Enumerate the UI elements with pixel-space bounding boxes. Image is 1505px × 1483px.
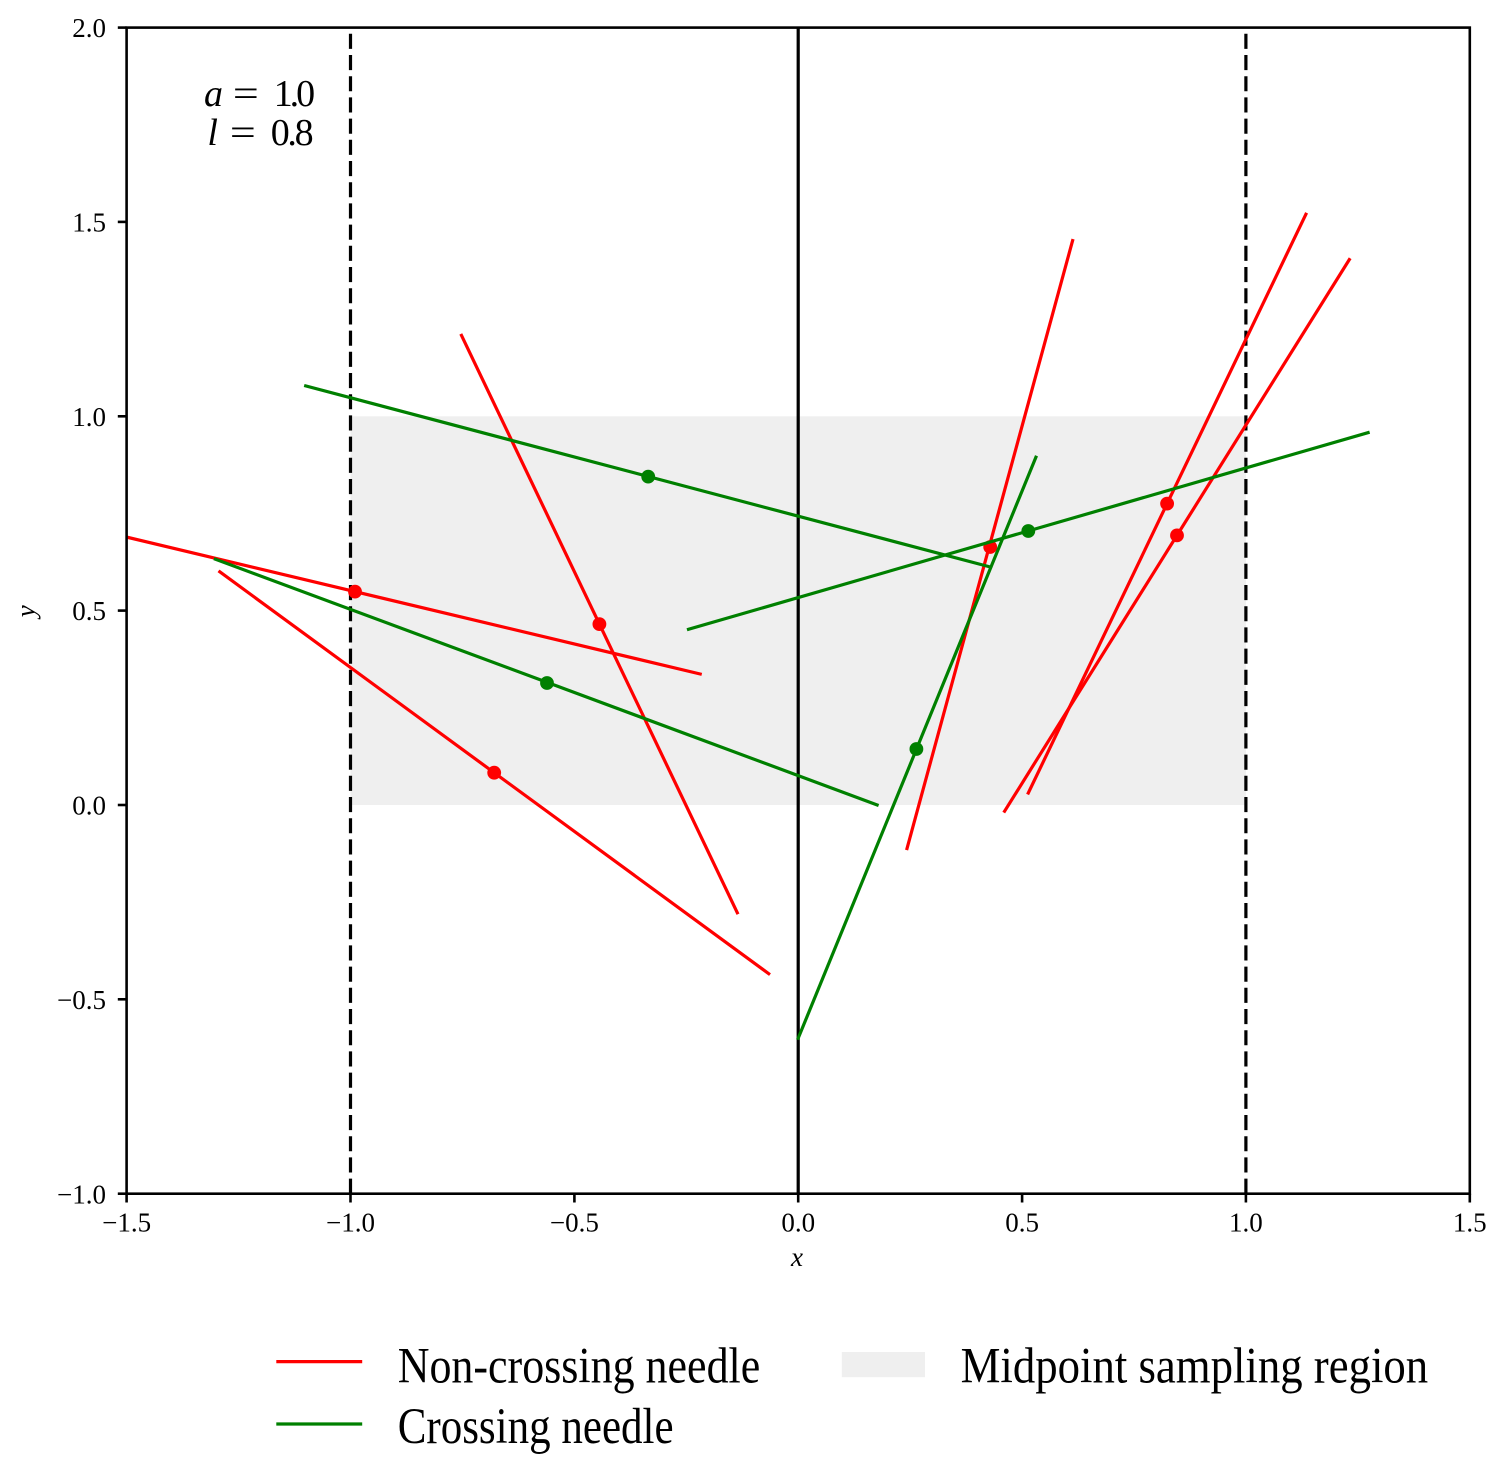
- svg-text:0.5: 0.5: [72, 596, 106, 626]
- svg-text:x: x: [790, 1242, 803, 1272]
- svg-text:y: y: [11, 605, 41, 620]
- svg-text:−1.0: −1.0: [326, 1208, 375, 1238]
- svg-text:0.0: 0.0: [781, 1208, 815, 1238]
- svg-text:=: =: [230, 112, 256, 154]
- svg-text:Non-crossing needle: Non-crossing needle: [398, 1338, 761, 1394]
- svg-text:=: =: [233, 73, 259, 115]
- svg-text:0.0: 0.0: [72, 791, 106, 821]
- svg-text:l: l: [207, 112, 218, 154]
- svg-text:a: a: [204, 73, 223, 115]
- svg-text:1.0: 1.0: [274, 73, 315, 115]
- svg-text:1.0: 1.0: [72, 402, 106, 432]
- svg-text:0.5: 0.5: [1005, 1208, 1039, 1238]
- svg-text:Crossing needle: Crossing needle: [398, 1399, 674, 1455]
- svg-text:−1.0: −1.0: [57, 1179, 106, 1209]
- svg-text:−0.5: −0.5: [550, 1208, 599, 1238]
- svg-text:1.5: 1.5: [72, 208, 106, 238]
- svg-text:Midpoint sampling region: Midpoint sampling region: [961, 1338, 1429, 1394]
- svg-text:2.0: 2.0: [72, 13, 106, 43]
- svg-text:−1.5: −1.5: [102, 1208, 151, 1238]
- svg-text:−0.5: −0.5: [57, 985, 106, 1015]
- svg-text:0.8: 0.8: [271, 112, 314, 154]
- svg-text:1.0: 1.0: [1229, 1208, 1263, 1238]
- svg-text:1.5: 1.5: [1453, 1208, 1487, 1238]
